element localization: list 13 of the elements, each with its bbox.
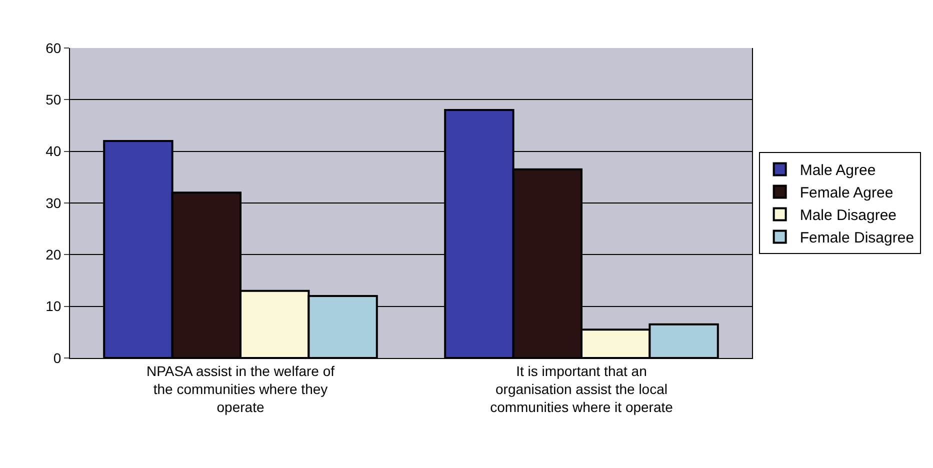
x-tick-label: NPASA assist in the welfare of the communities where they operate xyxy=(146,362,335,416)
y-tick-label: 60 xyxy=(46,40,62,56)
legend-label: Male Agree xyxy=(800,162,876,180)
y-tick-label: 0 xyxy=(53,350,62,366)
y-tick-label: 20 xyxy=(46,246,62,263)
y-tick-label: 30 xyxy=(46,194,62,211)
legend-label: Male Disagree xyxy=(800,207,897,224)
x-tick-label: It is important that an organisation assist the local communities where it operate xyxy=(490,362,674,416)
legend-label: Female Agree xyxy=(800,184,894,202)
y-tick-label: 10 xyxy=(46,298,62,314)
legend-label: Female Disagree xyxy=(800,230,914,247)
y-tick-label: 40 xyxy=(46,143,62,160)
y-tick-label: 50 xyxy=(46,92,62,108)
